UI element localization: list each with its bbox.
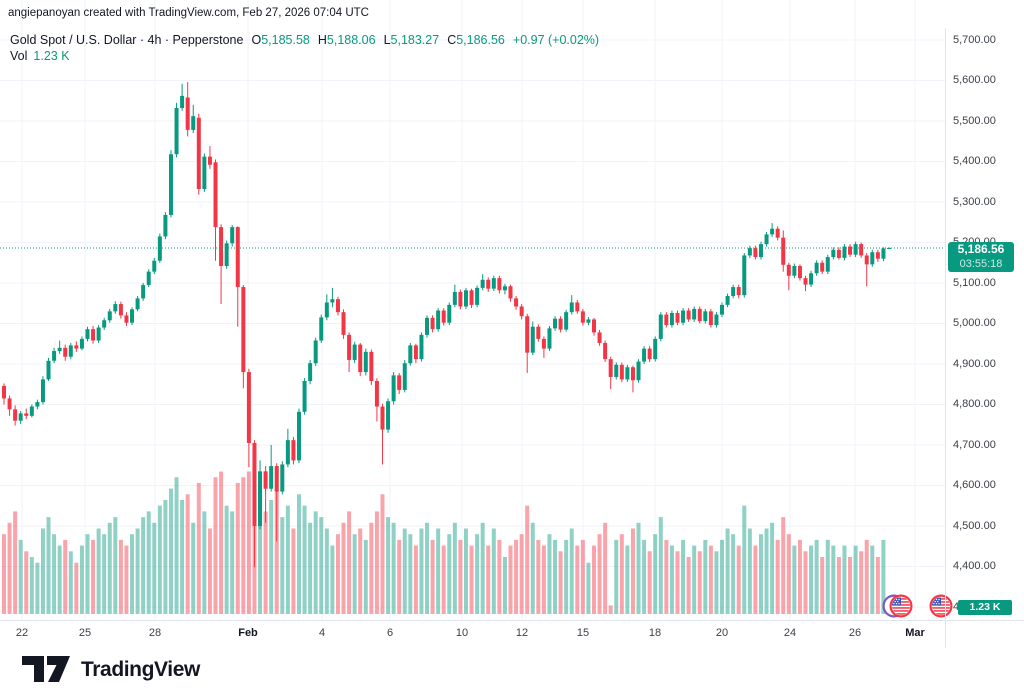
chart-canvas[interactable]: [0, 0, 945, 620]
us-flag-event-icon: [889, 594, 913, 618]
time-tick-label: Mar: [905, 627, 925, 639]
change-value: +0.97 (+0.02%): [512, 33, 600, 47]
price-tick-label: 4,900.00: [953, 357, 996, 370]
last-price-value: 5,186.56: [957, 242, 1005, 256]
time-tick-label: 6: [386, 627, 394, 639]
footer: TradingView: [0, 648, 1024, 699]
time-tick-label: 15: [576, 627, 590, 639]
bar-countdown: 03:55:18: [959, 258, 1003, 270]
legend-row-volume: Vol 1.23 K: [10, 49, 599, 64]
price-tick-label: 5,100.00: [953, 276, 996, 289]
high-value: 5,188.06: [326, 33, 376, 47]
open-label: O: [251, 33, 262, 47]
time-tick-label: 28: [148, 627, 162, 639]
attribution-text: angiepanoyan created with TradingView.co…: [8, 7, 369, 19]
time-scale[interactable]: 22 25 28 Feb 4 6 10 12 15 18 20 24 26 Mar: [0, 620, 1024, 649]
tradingview-logo-text: TradingView: [81, 657, 200, 681]
time-tick-label: 18: [648, 627, 662, 639]
open-value: 5,185.58: [261, 33, 310, 47]
volume-badge: 1.23 K: [958, 600, 1012, 615]
volume-value: 1.23 K: [33, 49, 70, 63]
time-tick-label: 20: [715, 627, 729, 639]
last-price-badge: 5,186.56 03:55:18: [948, 242, 1014, 272]
symbol-title[interactable]: Gold Spot / U.S. Dollar · 4h · Peppersto…: [10, 33, 244, 47]
chart-legend: Gold Spot / U.S. Dollar · 4h · Peppersto…: [10, 33, 599, 64]
price-tick-label: 5,700.00: [953, 33, 996, 46]
price-tick-label: 5,400.00: [953, 155, 996, 167]
price-tick-label: 5,000.00: [953, 317, 996, 329]
tradingview-logo-icon: [22, 656, 70, 682]
price-tick-label: 4,500.00: [953, 519, 996, 532]
time-tick-label: 10: [455, 627, 469, 639]
high-label: H: [317, 33, 327, 47]
low-label: L: [383, 33, 391, 47]
price-tick-label: 5,300.00: [953, 195, 996, 208]
price-tick-label: 5,500.00: [953, 114, 996, 127]
price-tick-label: 5,600.00: [953, 74, 996, 86]
time-tick-label: 12: [515, 627, 529, 639]
price-tick-label: 4,700.00: [953, 438, 996, 451]
price-tick-label: 4,800.00: [953, 398, 996, 410]
time-tick-label: Feb: [238, 627, 258, 639]
low-value: 5,183.27: [390, 33, 440, 47]
legend-row-main: Gold Spot / U.S. Dollar · 4h · Peppersto…: [10, 33, 599, 48]
price-tick-label: 4,400.00: [953, 560, 996, 572]
price-tick-label: 4,600.00: [953, 479, 996, 491]
economic-event-flag-cluster[interactable]: [882, 594, 914, 618]
time-tick-label: 24: [783, 627, 797, 639]
close-label: C: [447, 33, 457, 47]
volume-label: Vol: [10, 49, 28, 63]
time-tick-label: 25: [78, 627, 92, 639]
time-tick-label: 26: [848, 627, 862, 639]
price-scale[interactable]: 5,186.56 03:55:18 1.23 K 5,700.00 5,600.0…: [945, 28, 1024, 648]
time-tick-label: 4: [318, 627, 326, 639]
close-value: 5,186.56: [456, 33, 505, 47]
tradingview-logo[interactable]: TradingView: [22, 656, 200, 683]
time-tick-label: 22: [15, 627, 29, 639]
